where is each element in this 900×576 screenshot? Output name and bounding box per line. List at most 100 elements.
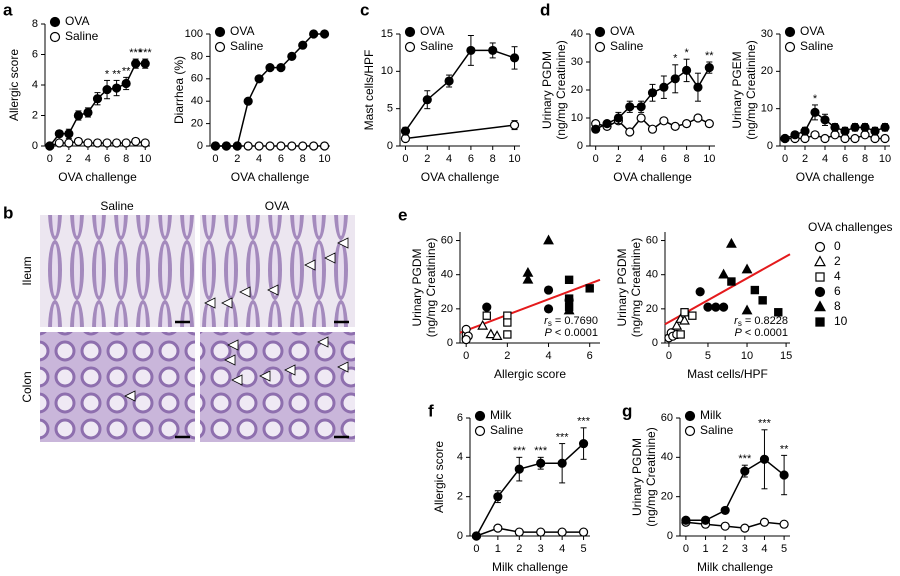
stat-text: = 0.7690 — [552, 315, 598, 327]
marker — [681, 515, 691, 525]
panel-label: b — [3, 203, 13, 222]
significance-label: *** — [577, 416, 591, 428]
marker — [111, 83, 122, 93]
stat-text: < 0.0001 — [742, 327, 788, 339]
legend-marker — [815, 272, 825, 282]
marker — [740, 466, 750, 476]
marker — [210, 141, 221, 151]
marker — [720, 521, 730, 531]
y-tick-label: 0 — [447, 337, 453, 349]
stat-symbol: r — [734, 315, 739, 327]
marker — [727, 277, 736, 286]
x-tick-label: 8 — [300, 153, 306, 165]
x-tick-label: 2 — [504, 350, 510, 362]
marker — [83, 107, 93, 118]
stat-label: rs = 0.7690 — [544, 315, 598, 328]
significance-label: * — [684, 47, 689, 59]
row-label: Ileum — [20, 256, 34, 285]
significance-label: *** — [534, 445, 548, 457]
significance-label: * — [673, 53, 678, 65]
marker — [880, 133, 890, 144]
y-axis-label: Urinary PGDM — [540, 51, 554, 129]
y-tick-label: 5 — [387, 103, 393, 115]
marker — [741, 263, 753, 274]
x-tick-label: 3 — [742, 543, 748, 555]
series-line — [475, 443, 585, 537]
marker — [477, 319, 489, 330]
marker — [131, 136, 141, 147]
marker — [121, 78, 131, 89]
legend-marker — [814, 241, 826, 253]
marker — [636, 102, 646, 112]
legend-label: Saline — [490, 423, 524, 437]
y-tick-label: 80 — [191, 50, 203, 62]
marker — [870, 133, 880, 144]
marker — [422, 95, 432, 105]
stat-subscript: s — [738, 319, 742, 328]
y-axis-label: (ng/mg Creatinine) — [629, 238, 643, 337]
y-tick-label: 2 — [32, 109, 38, 121]
stat-label: P < 0.0001 — [544, 327, 598, 339]
legend-marker — [474, 425, 486, 437]
marker — [860, 130, 870, 140]
y-tick-label: 0 — [457, 530, 463, 542]
marker — [679, 314, 690, 325]
series-line — [404, 49, 515, 132]
x-tick-label: 1 — [702, 543, 708, 555]
marker — [444, 76, 454, 86]
y-tick-label: 0 — [32, 140, 38, 152]
y-tick-label: 40 — [441, 269, 453, 281]
marker — [309, 141, 319, 151]
y-tick-label: 10 — [761, 103, 773, 115]
marker — [64, 129, 74, 139]
x-tick-label: 10 — [139, 153, 151, 165]
marker — [83, 138, 93, 148]
legend-marker — [49, 16, 61, 28]
x-tick-label: 0 — [593, 153, 599, 165]
marker — [111, 138, 122, 148]
x-axis-label: Mast cells/HPF — [687, 367, 768, 381]
arrowheads — [124, 237, 349, 402]
significance-label: ** — [780, 443, 789, 455]
series-line — [476, 527, 584, 537]
y-axis-label: Allergic score — [432, 441, 446, 513]
y-tick-label: 10 — [571, 112, 583, 124]
marker — [840, 126, 850, 136]
marker — [131, 59, 141, 69]
panel-label: f — [428, 401, 434, 420]
marker — [820, 133, 830, 144]
series-line — [405, 124, 515, 140]
x-tick-label: 6 — [842, 153, 848, 165]
y-axis-label: Allergic score — [7, 49, 21, 121]
x-tick-label: 3 — [538, 543, 544, 555]
marker — [221, 141, 231, 151]
marker — [491, 330, 503, 340]
y-axis-label: Urinary PGEM — [730, 51, 744, 128]
marker — [693, 113, 703, 123]
marker — [64, 138, 74, 148]
legend-title: OVA challenges — [808, 220, 893, 234]
marker — [102, 84, 112, 95]
stat-label: rs = 0.8228 — [734, 315, 788, 328]
legend-marker — [784, 26, 796, 38]
marker — [711, 302, 721, 312]
scale-bars — [175, 320, 349, 439]
x-tick-label: 4 — [446, 153, 452, 165]
significance-label: ** — [112, 68, 121, 80]
legend-label: 4 — [834, 269, 841, 283]
y-axis-label: (ng/mg Creatinine) — [554, 40, 568, 139]
legend-marker — [214, 26, 226, 38]
significance-label: *** — [129, 47, 143, 59]
marker — [102, 138, 112, 148]
series-line — [685, 458, 785, 522]
marker — [485, 328, 497, 339]
marker — [780, 133, 790, 144]
marker — [718, 302, 729, 312]
legend-label: 10 — [834, 314, 848, 328]
marker — [557, 527, 567, 537]
marker — [779, 470, 789, 480]
y-tick-label: 40 — [191, 95, 203, 107]
y-tick-label: 60 — [191, 73, 203, 85]
marker — [578, 527, 589, 537]
significance-label: *** — [513, 445, 527, 457]
